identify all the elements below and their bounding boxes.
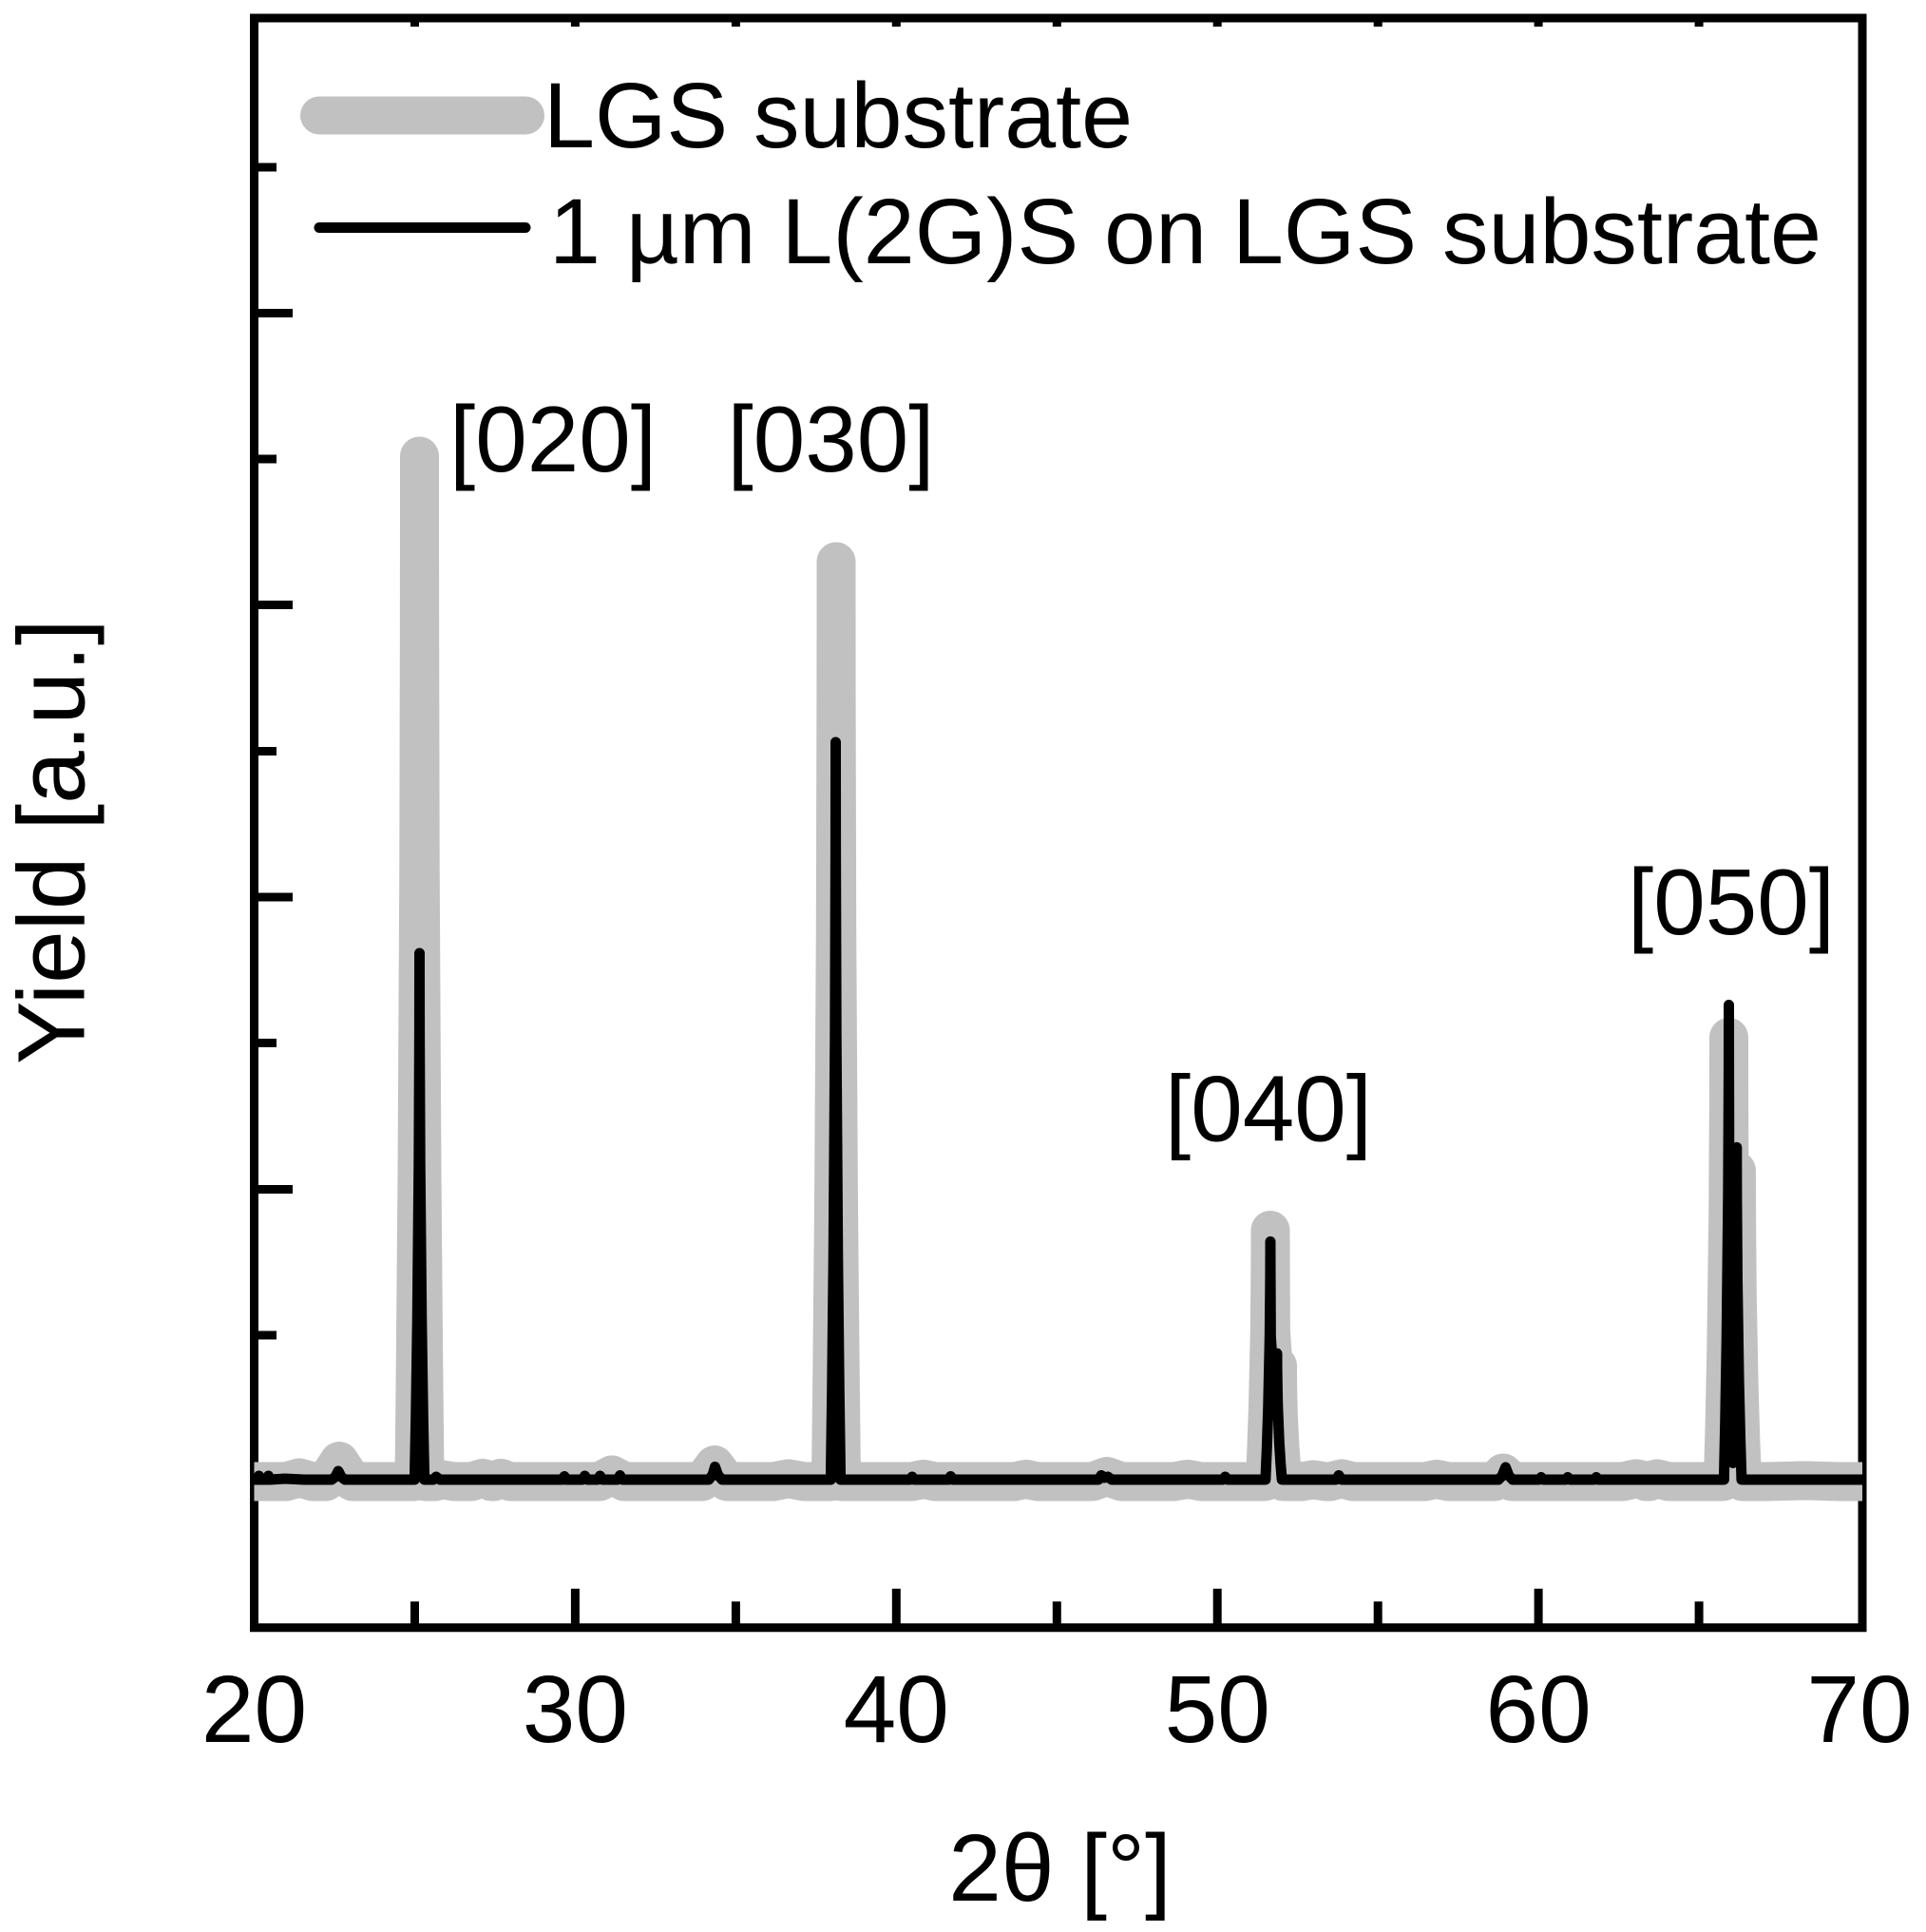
svg-text:[030]: [030]	[728, 387, 935, 491]
svg-text:[020]: [020]	[449, 387, 657, 491]
svg-text:60: 60	[1485, 1656, 1591, 1763]
svg-text:LGS substrate: LGS substrate	[543, 64, 1133, 167]
svg-text:[050]: [050]	[1628, 850, 1835, 954]
svg-text:70: 70	[1806, 1656, 1912, 1763]
svg-text:50: 50	[1165, 1656, 1270, 1763]
svg-text:1 µm L(2G)S on LGS substrate: 1 µm L(2G)S on LGS substrate	[549, 180, 1821, 283]
svg-text:[040]: [040]	[1165, 1057, 1372, 1161]
svg-text:Yield [a.u.]: Yield [a.u.]	[0, 619, 105, 1064]
svg-text:20: 20	[201, 1656, 307, 1763]
svg-text:40: 40	[844, 1656, 949, 1763]
svg-text:2θ [°]: 2θ [°]	[948, 1815, 1172, 1922]
svg-text:30: 30	[523, 1656, 628, 1763]
